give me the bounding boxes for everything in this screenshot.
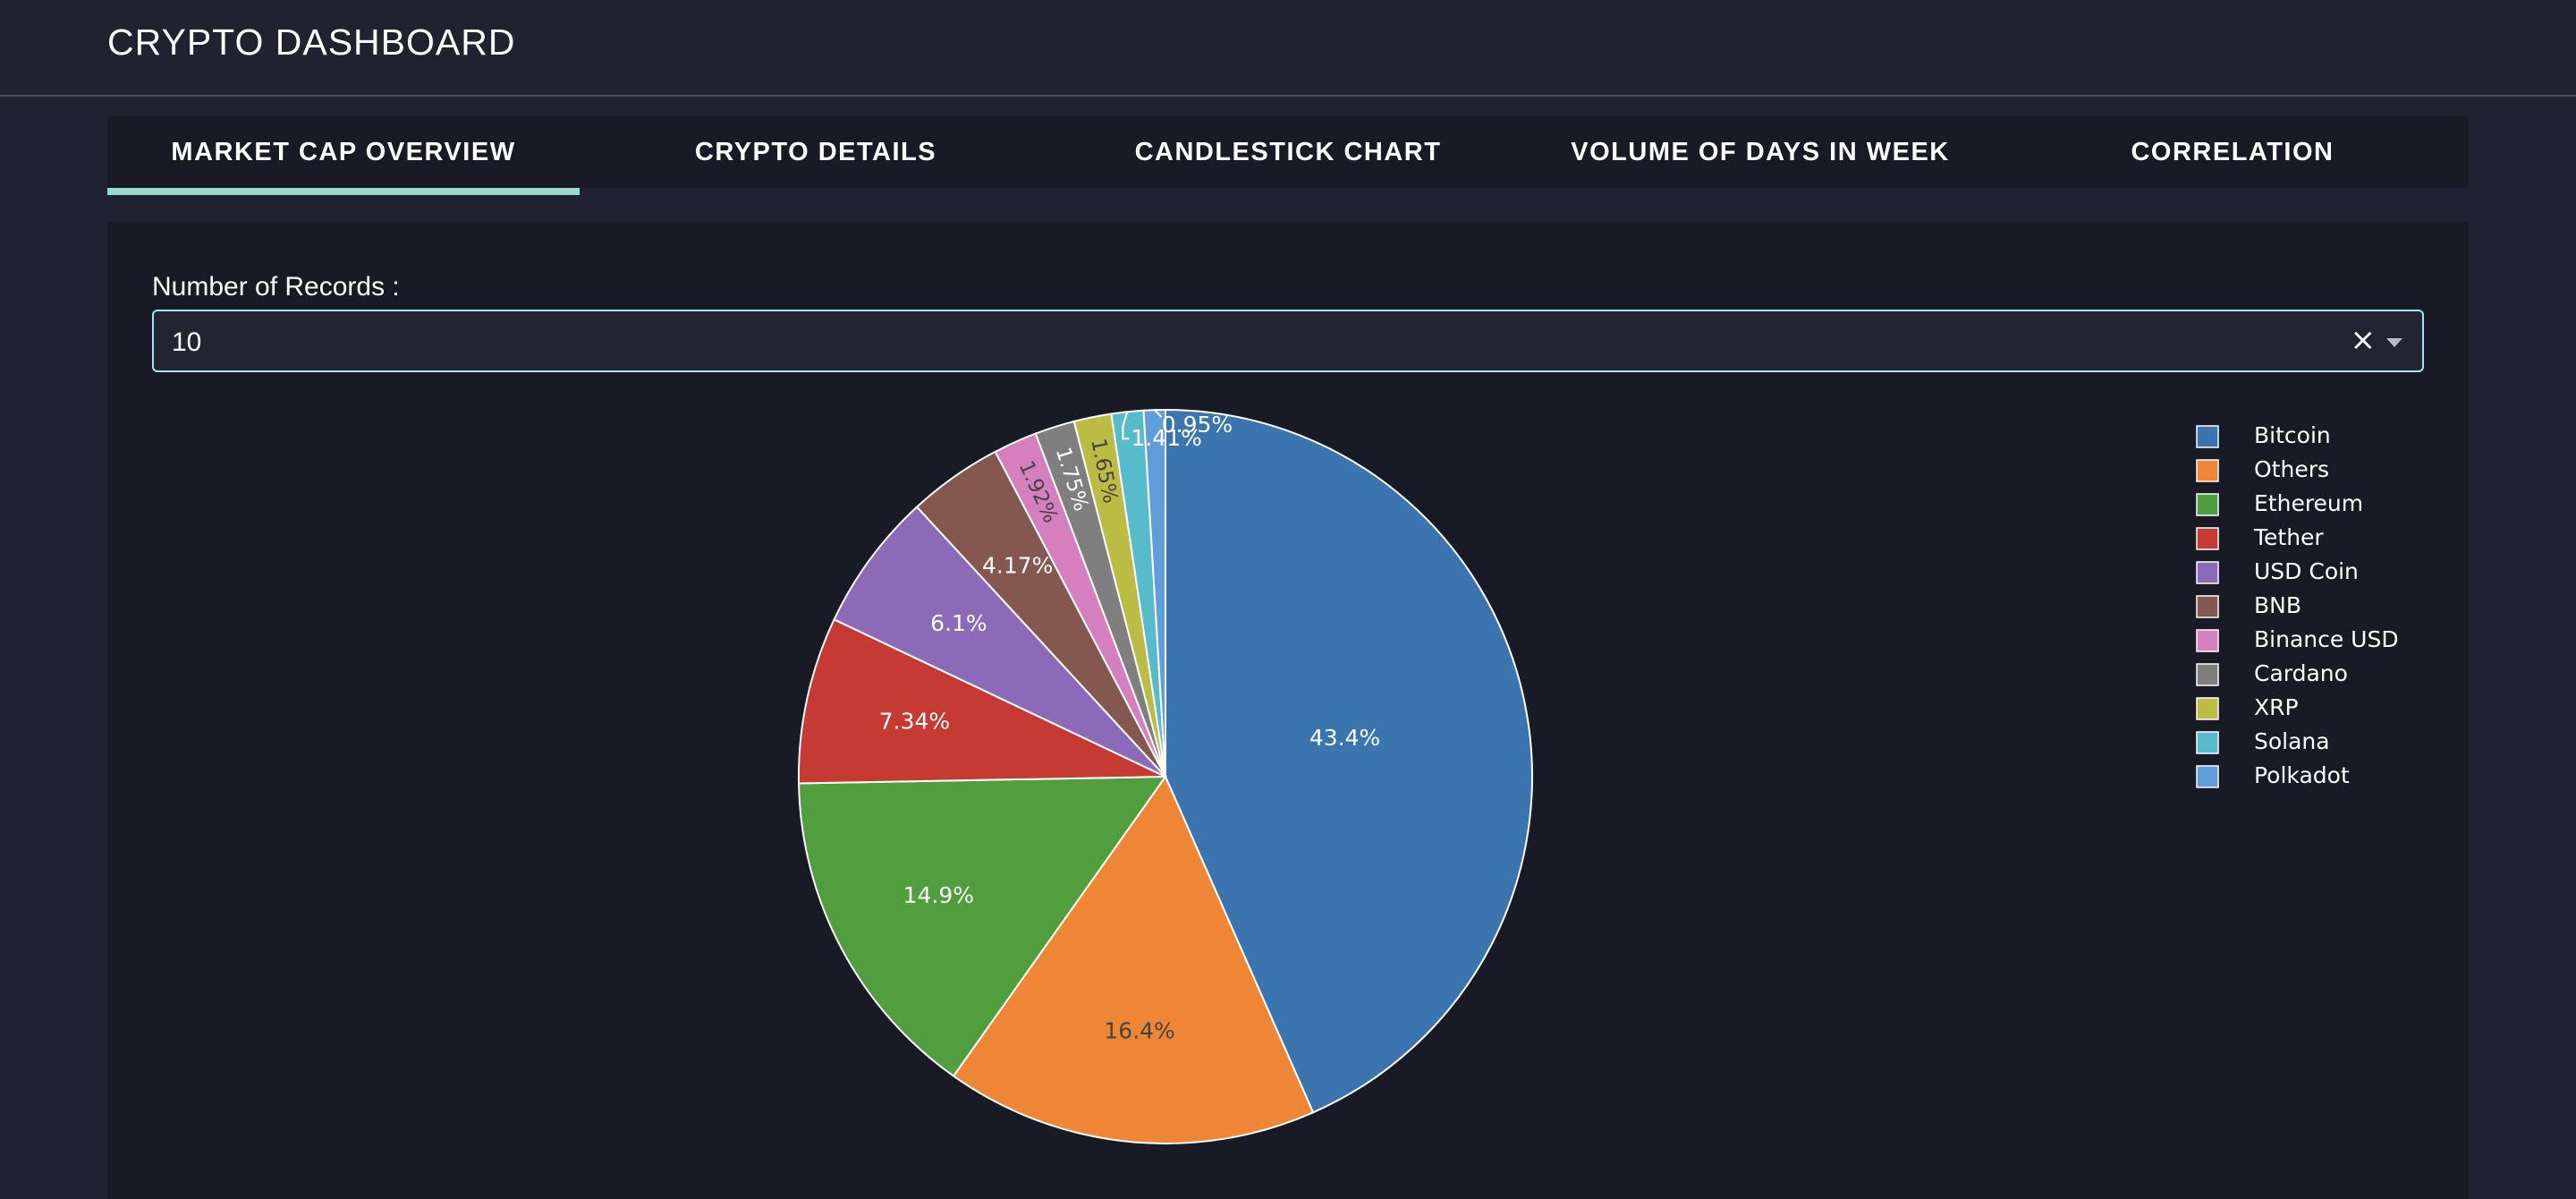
leader-line-polkadot <box>1154 409 1163 418</box>
slice-label-bitcoin: 43.4% <box>1309 725 1380 751</box>
tab-volume-of-days-in-week[interactable]: VOLUME OF DAYS IN WEEK <box>1571 137 1950 166</box>
pie-slice-others <box>952 774 1315 1144</box>
legend-label-bitcoin: Bitcoin <box>2254 422 2331 448</box>
slice-label-others: 16.4% <box>1104 1018 1174 1044</box>
legend-label-solana: Solana <box>2254 728 2330 754</box>
records-value: 10 <box>172 327 202 357</box>
legend-swatch-solana <box>2196 731 2219 754</box>
pie-slice-bitcoin <box>1165 408 1533 1114</box>
legend-label-bnb: BNB <box>2254 592 2301 618</box>
slice-label-solana: 1.41% <box>1131 425 1201 451</box>
records-select[interactable]: 10 × <box>152 310 2424 372</box>
legend-label-others: Others <box>2254 456 2329 482</box>
legend-label-xrp: XRP <box>2254 694 2299 720</box>
slice-label-usd-coin: 6.1% <box>930 610 987 636</box>
legend-label-cardano: Cardano <box>2254 660 2348 686</box>
tab-correlation[interactable]: CORRELATION <box>2131 137 2334 166</box>
active-tab-indicator <box>107 188 580 195</box>
tab-bar: MARKET CAP OVERVIEW CRYPTO DETAILS CANDL… <box>107 116 2469 195</box>
leader-line-solana <box>1122 411 1130 440</box>
tab-crypto-details[interactable]: CRYPTO DETAILS <box>694 137 937 166</box>
slice-label-ethereum: 14.9% <box>903 882 974 908</box>
legend-swatch-cardano <box>2196 663 2219 686</box>
app-header: CRYPTO DASHBOARD <box>0 0 2576 97</box>
app-title: CRYPTO DASHBOARD <box>107 21 516 63</box>
legend-swatch-others <box>2196 459 2219 482</box>
legend-label-usd-coin: USD Coin <box>2254 558 2359 584</box>
tab-candlestick-chart[interactable]: CANDLESTICK CHART <box>1134 137 1442 166</box>
legend-swatch-bitcoin <box>2196 425 2219 448</box>
caret-down-icon[interactable] <box>2386 338 2402 347</box>
legend-swatch-binance-usd <box>2196 629 2219 652</box>
legend-label-polkadot: Polkadot <box>2254 762 2350 788</box>
legend-swatch-bnb <box>2196 595 2219 618</box>
legend-swatch-xrp <box>2196 697 2219 720</box>
pie-slice-ethereum <box>798 775 1167 1078</box>
slice-label-bnb: 4.17% <box>982 552 1053 578</box>
clear-icon[interactable]: × <box>2350 322 2377 358</box>
legend-swatch-polkadot <box>2196 765 2219 788</box>
legend-swatch-ethereum <box>2196 493 2219 516</box>
slice-label-tether: 7.34% <box>879 709 950 735</box>
pie-slice-tether <box>798 617 1166 785</box>
legend-swatch-tether <box>2196 527 2219 550</box>
pie-slice-usd-coin <box>833 506 1166 778</box>
tab-market-cap-overview[interactable]: MARKET CAP OVERVIEW <box>171 137 516 166</box>
legend-label-tether: Tether <box>2253 524 2324 550</box>
legend-swatch-usd-coin <box>2196 561 2219 584</box>
legend-label-ethereum: Ethereum <box>2254 490 2363 516</box>
records-label: Number of Records : <box>152 272 400 302</box>
legend-label-binance-usd: Binance USD <box>2254 626 2399 652</box>
slice-label-polkadot: 0.95% <box>1162 412 1233 438</box>
